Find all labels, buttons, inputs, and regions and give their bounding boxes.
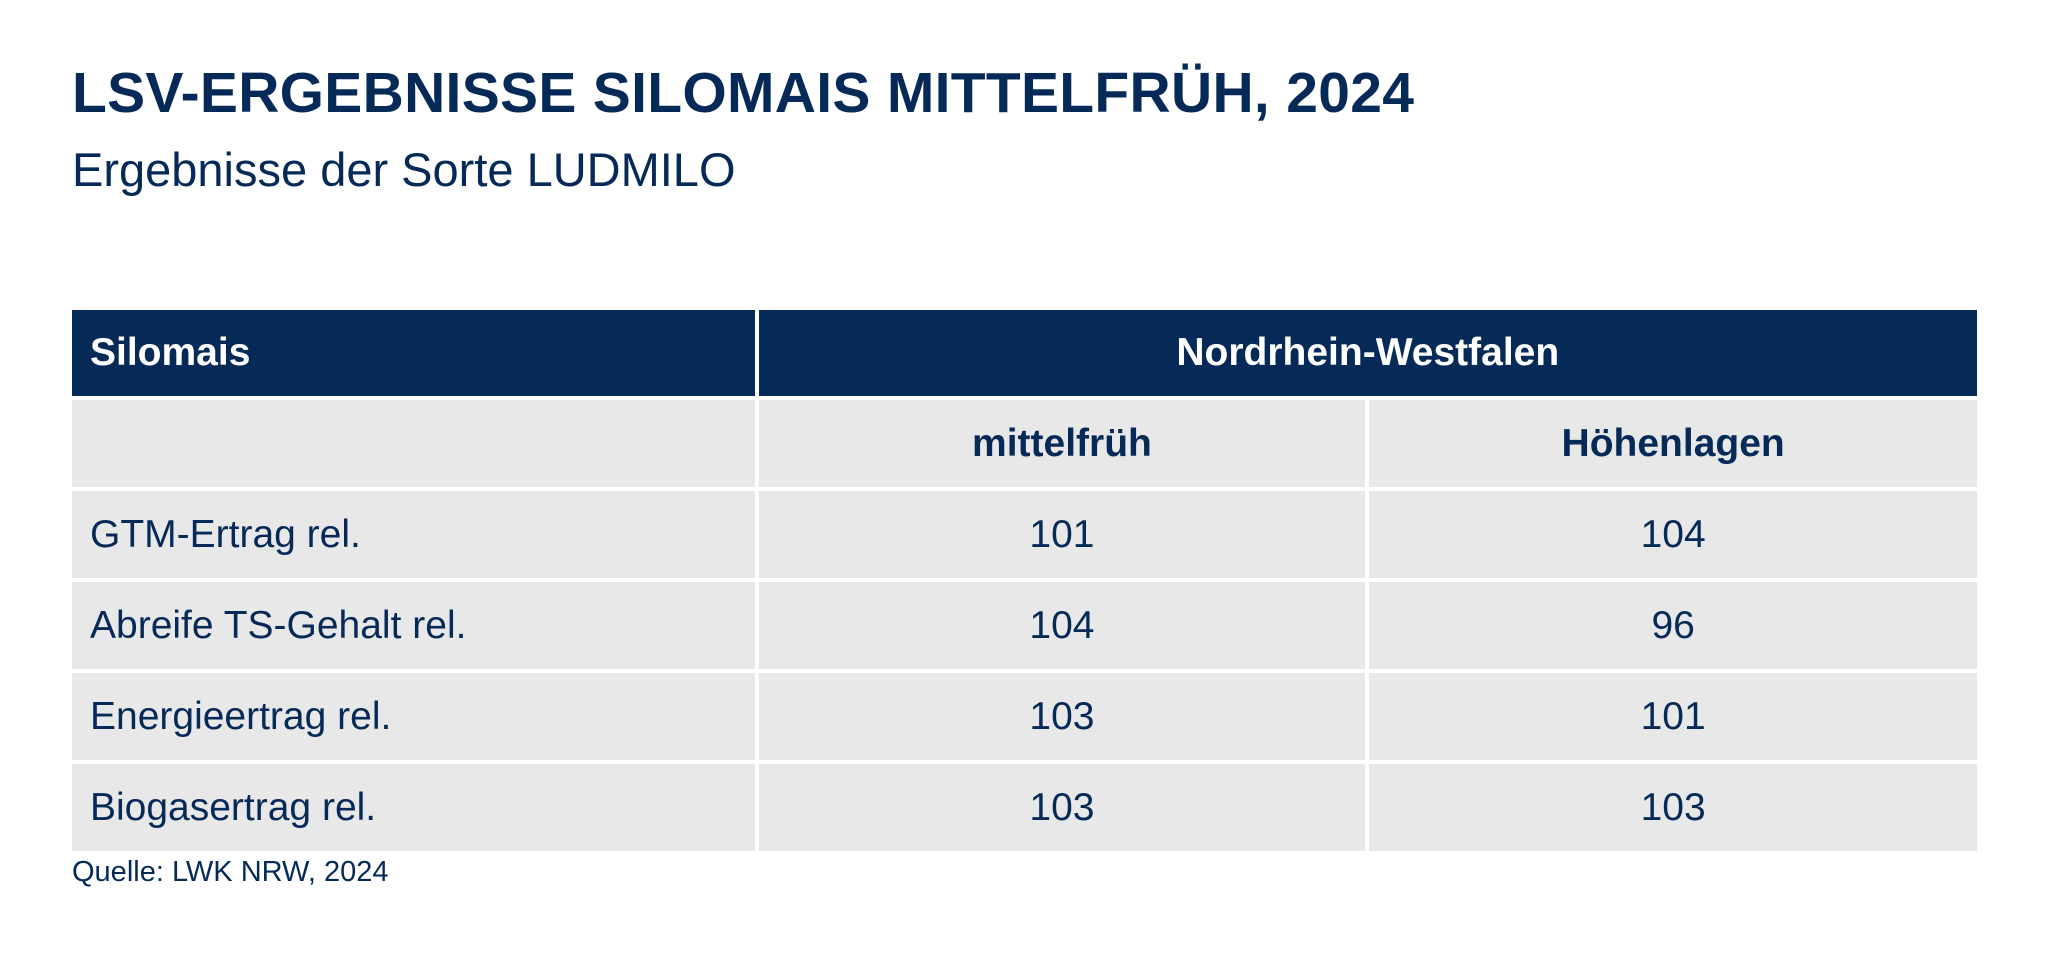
table-row: Energieertrag rel. 103 101: [72, 673, 1977, 760]
row-value-mittelfrueh: 103: [758, 673, 1366, 760]
results-table: Silomais Nordrhein-Westfalen mittelfrüh …: [72, 310, 1977, 851]
row-value-hoehenlagen: 103: [1369, 764, 1977, 851]
row-value-mittelfrueh: 104: [758, 582, 1366, 669]
row-label: GTM-Ertrag rel.: [72, 491, 755, 578]
header-label-cell: Silomais: [72, 310, 755, 396]
table-header-row: Silomais Nordrhein-Westfalen: [72, 310, 1977, 396]
column-header-mittelfrueh: mittelfrüh: [758, 400, 1366, 487]
table-row: Biogasertrag rel. 103 103: [72, 764, 1977, 851]
row-value-mittelfrueh: 101: [758, 491, 1366, 578]
table-subheader-row: mittelfrüh Höhenlagen: [72, 400, 1977, 487]
row-value-hoehenlagen: 101: [1369, 673, 1977, 760]
row-label: Abreife TS-Gehalt rel.: [72, 582, 755, 669]
subheader-empty-cell: [72, 400, 755, 487]
page-subtitle: Ergebnisse der Sorte LUDMILO: [72, 143, 736, 196]
source-note: Quelle: LWK NRW, 2024: [72, 856, 389, 888]
row-label: Energieertrag rel.: [72, 673, 755, 760]
table-row: Abreife TS-Gehalt rel. 104 96: [72, 582, 1977, 669]
header-region-cell: Nordrhein-Westfalen: [758, 310, 1977, 396]
row-value-mittelfrueh: 103: [758, 764, 1366, 851]
table-row: GTM-Ertrag rel. 101 104: [72, 491, 1977, 578]
page-title: LSV-ERGEBNISSE SILOMAIS MITTELFRÜH, 2024: [72, 61, 1415, 125]
row-value-hoehenlagen: 96: [1369, 582, 1977, 669]
column-header-hoehenlagen: Höhenlagen: [1369, 400, 1977, 487]
row-label: Biogasertrag rel.: [72, 764, 755, 851]
row-value-hoehenlagen: 104: [1369, 491, 1977, 578]
